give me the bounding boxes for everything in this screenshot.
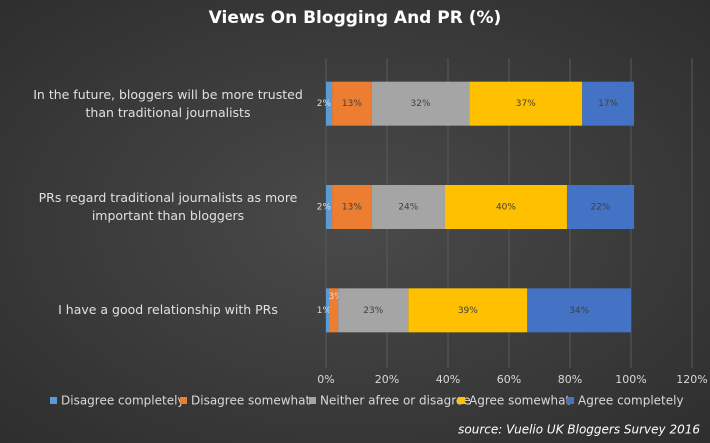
legend-label: Disagree completely xyxy=(61,394,185,408)
legend-swatch xyxy=(180,397,187,404)
x-tick-label: 40% xyxy=(436,373,460,386)
x-tick-label: 80% xyxy=(558,373,582,386)
data-label: 13% xyxy=(342,99,362,109)
x-tick-label: 0% xyxy=(317,373,334,386)
data-label: 32% xyxy=(411,99,431,109)
data-label: 2% xyxy=(317,203,332,213)
data-label: 17% xyxy=(598,99,618,109)
data-label: 2% xyxy=(317,99,332,109)
bar-segment xyxy=(444,185,567,229)
bar-segment xyxy=(332,185,372,229)
data-label: 39% xyxy=(458,306,478,316)
legend-label: Agree somewhat xyxy=(469,394,571,408)
data-label: 23% xyxy=(363,306,383,316)
data-label: 22% xyxy=(590,203,610,213)
legend-swatch xyxy=(567,397,574,404)
data-label: 1% xyxy=(317,306,332,316)
category-label: In the future, bloggers will be more tru… xyxy=(33,86,303,120)
bar-segment xyxy=(338,288,409,333)
bar-segment xyxy=(371,185,445,229)
data-label: 3% xyxy=(328,292,343,302)
bar-segment xyxy=(408,288,528,333)
bar-segment xyxy=(582,81,635,126)
category-label: I have a good relationship with PRs xyxy=(58,302,278,318)
bar-segment xyxy=(469,81,583,126)
data-label: 24% xyxy=(398,203,418,213)
legend-swatch xyxy=(458,397,465,404)
legend-swatch xyxy=(50,397,57,404)
data-label: 13% xyxy=(342,203,362,213)
chart-title: Views On Blogging And PR (%) xyxy=(209,8,502,28)
bar-segment xyxy=(566,185,635,229)
bar-segment xyxy=(326,185,333,229)
category-label: PRs regard traditional journalists as mo… xyxy=(38,190,298,223)
x-tick-label: 100% xyxy=(615,373,646,386)
legend-label: Disagree somewhat xyxy=(191,394,310,408)
bar-segment xyxy=(332,81,372,126)
bar-segment xyxy=(326,81,333,126)
bar-segment xyxy=(329,288,339,333)
source: source: Vuelio UK Bloggers Survey 2016 xyxy=(458,423,700,437)
bar-segment xyxy=(371,81,470,126)
legend-swatch xyxy=(309,397,316,404)
x-tick-label: 60% xyxy=(497,373,521,386)
x-tick-label: 120% xyxy=(676,373,707,386)
bar-segment xyxy=(527,288,631,333)
x-tick-label: 20% xyxy=(375,373,399,386)
data-label: 37% xyxy=(516,99,536,109)
bar-segment xyxy=(326,288,330,333)
legend-label: Neither afree or disagree xyxy=(320,394,471,408)
legend-label: Agree completely xyxy=(578,394,684,408)
data-label: 34% xyxy=(569,306,589,316)
data-label: 40% xyxy=(496,203,516,213)
